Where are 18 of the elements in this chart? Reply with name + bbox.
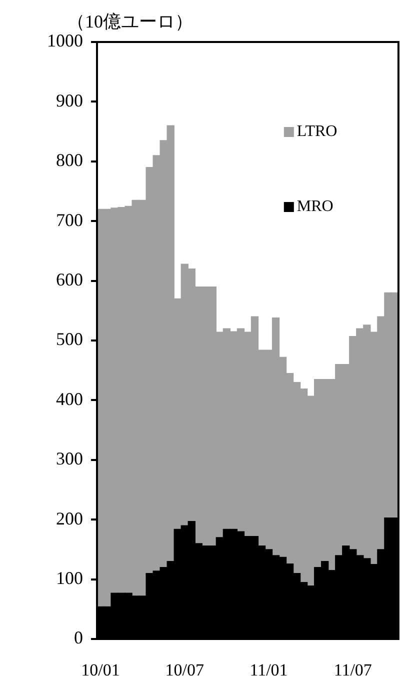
x-tick-label: 11/07 [334,660,372,680]
y-tick-label: 200 [56,508,83,528]
y-tick-label: 500 [56,329,83,350]
y-axis-title: （10億ユーロ） [67,12,193,32]
y-tick-label: 800 [56,150,83,170]
x-tick-label: 10/07 [165,660,204,680]
y-tick-label: 100 [56,568,83,588]
y-tick-label: 1000 [47,30,83,51]
y-tick-label: 600 [56,270,83,290]
y-tick-label: 900 [56,90,83,110]
y-tick-label: 700 [56,210,83,230]
legend-label: MRO [296,198,334,216]
y-tick-label: 400 [56,388,83,409]
y-tick-label: 0 [74,628,83,648]
y-tick-label: 300 [56,448,83,469]
legend-label: LTRO [296,123,338,140]
x-tick-label: 11/01 [250,660,288,680]
x-tick-label: 10/01 [81,660,120,680]
